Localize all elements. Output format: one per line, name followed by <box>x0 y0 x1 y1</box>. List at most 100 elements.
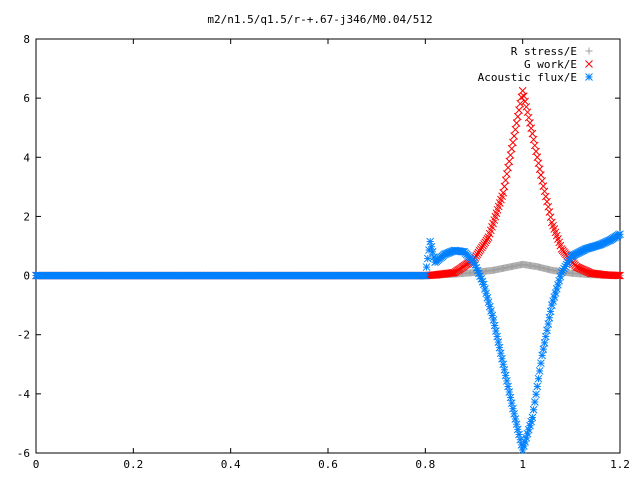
data-point <box>504 163 512 172</box>
legend-label: R stress/E <box>511 45 577 58</box>
legend-marker <box>585 47 593 55</box>
data-point <box>493 332 501 341</box>
data-point <box>535 367 544 375</box>
data-point <box>534 374 543 383</box>
data-point <box>535 165 544 173</box>
data-point <box>534 159 543 168</box>
data-point <box>428 248 437 256</box>
data-point <box>510 132 519 140</box>
data-point <box>545 208 554 216</box>
y-tick-label: 8 <box>23 33 30 46</box>
data-point <box>505 157 514 166</box>
legend-label: G work/E <box>524 58 577 71</box>
data-point <box>512 420 521 429</box>
data-point <box>509 138 517 147</box>
legend-marker <box>585 60 593 68</box>
data-point <box>537 171 545 179</box>
data-point <box>507 144 516 153</box>
data-point <box>422 263 431 271</box>
data-point <box>447 269 455 277</box>
data-point <box>516 99 525 108</box>
x-tick-label: 0.4 <box>221 458 241 471</box>
data-point <box>507 399 516 407</box>
data-point <box>532 390 540 399</box>
data-point <box>539 182 548 190</box>
data-point <box>423 254 432 263</box>
data-point <box>529 135 538 144</box>
data-point <box>488 311 497 320</box>
data-point <box>524 113 533 122</box>
data-point <box>520 92 528 100</box>
data-point <box>538 351 546 360</box>
data-point <box>513 112 522 121</box>
data-point <box>541 332 550 341</box>
data-point <box>528 413 537 422</box>
data-point <box>526 119 534 127</box>
chart-title: m2/n1.5/q1.5/r-+.67-j346/M0.04/512 <box>207 13 432 26</box>
legend-marker <box>585 73 593 81</box>
data-point <box>479 280 488 289</box>
series-3 <box>32 230 624 454</box>
y-tick-label: -6 <box>17 447 30 460</box>
y-tick-label: 6 <box>23 92 30 105</box>
data-point <box>543 197 551 206</box>
data-point <box>616 271 624 280</box>
data-point <box>502 170 511 178</box>
data-point <box>511 125 520 134</box>
data-point <box>530 141 539 150</box>
data-point <box>515 106 523 115</box>
data-point <box>481 285 489 293</box>
data-point <box>501 176 510 185</box>
data-point <box>546 213 555 222</box>
data-point <box>545 313 554 322</box>
data-point <box>515 430 523 439</box>
data-point <box>518 86 527 95</box>
data-point <box>499 188 508 197</box>
data-point <box>421 271 430 280</box>
x-tick-label: 1.2 <box>610 458 630 471</box>
y-tick-label: 4 <box>23 151 30 164</box>
x-tick-label: 1 <box>519 458 526 471</box>
data-point <box>546 307 555 316</box>
x-tick-label: 0.8 <box>415 458 435 471</box>
data-point <box>540 338 549 347</box>
y-tick-label: -4 <box>17 388 31 401</box>
data-point <box>512 119 521 127</box>
data-point <box>616 230 624 239</box>
data-point <box>613 271 622 280</box>
x-tick-label: 0.6 <box>318 458 338 471</box>
data-point <box>544 202 553 211</box>
data-point <box>543 326 551 335</box>
data-point <box>527 124 536 133</box>
data-point <box>487 307 495 315</box>
data-point <box>528 129 537 138</box>
data-point <box>529 405 538 414</box>
y-tick-label: -2 <box>17 329 30 342</box>
data-point <box>539 345 548 353</box>
data-point <box>533 382 542 391</box>
data-point <box>426 237 435 246</box>
y-tick-label: 2 <box>23 210 30 223</box>
data-point <box>513 425 522 434</box>
data-point <box>510 409 519 418</box>
data-point <box>540 187 549 196</box>
data-point <box>544 320 553 328</box>
x-tick-label: 0 <box>33 458 40 471</box>
axis-ticks: 0 0.2 0.4 0.6 0.8 1 1.2 -6 -4 -2 0 2 4 6 8 <box>17 33 630 471</box>
data-point <box>511 415 520 423</box>
data-point <box>484 298 493 307</box>
data-point <box>615 271 623 280</box>
data-point <box>551 289 560 297</box>
data-point <box>612 271 621 280</box>
data-point <box>485 302 494 311</box>
data-point <box>523 108 532 117</box>
data-point <box>532 147 540 156</box>
data-marks <box>32 86 624 454</box>
data-point <box>483 293 492 302</box>
data-point <box>538 177 546 185</box>
data-point <box>500 182 509 191</box>
data-point <box>530 398 539 406</box>
series-2 <box>32 86 624 280</box>
